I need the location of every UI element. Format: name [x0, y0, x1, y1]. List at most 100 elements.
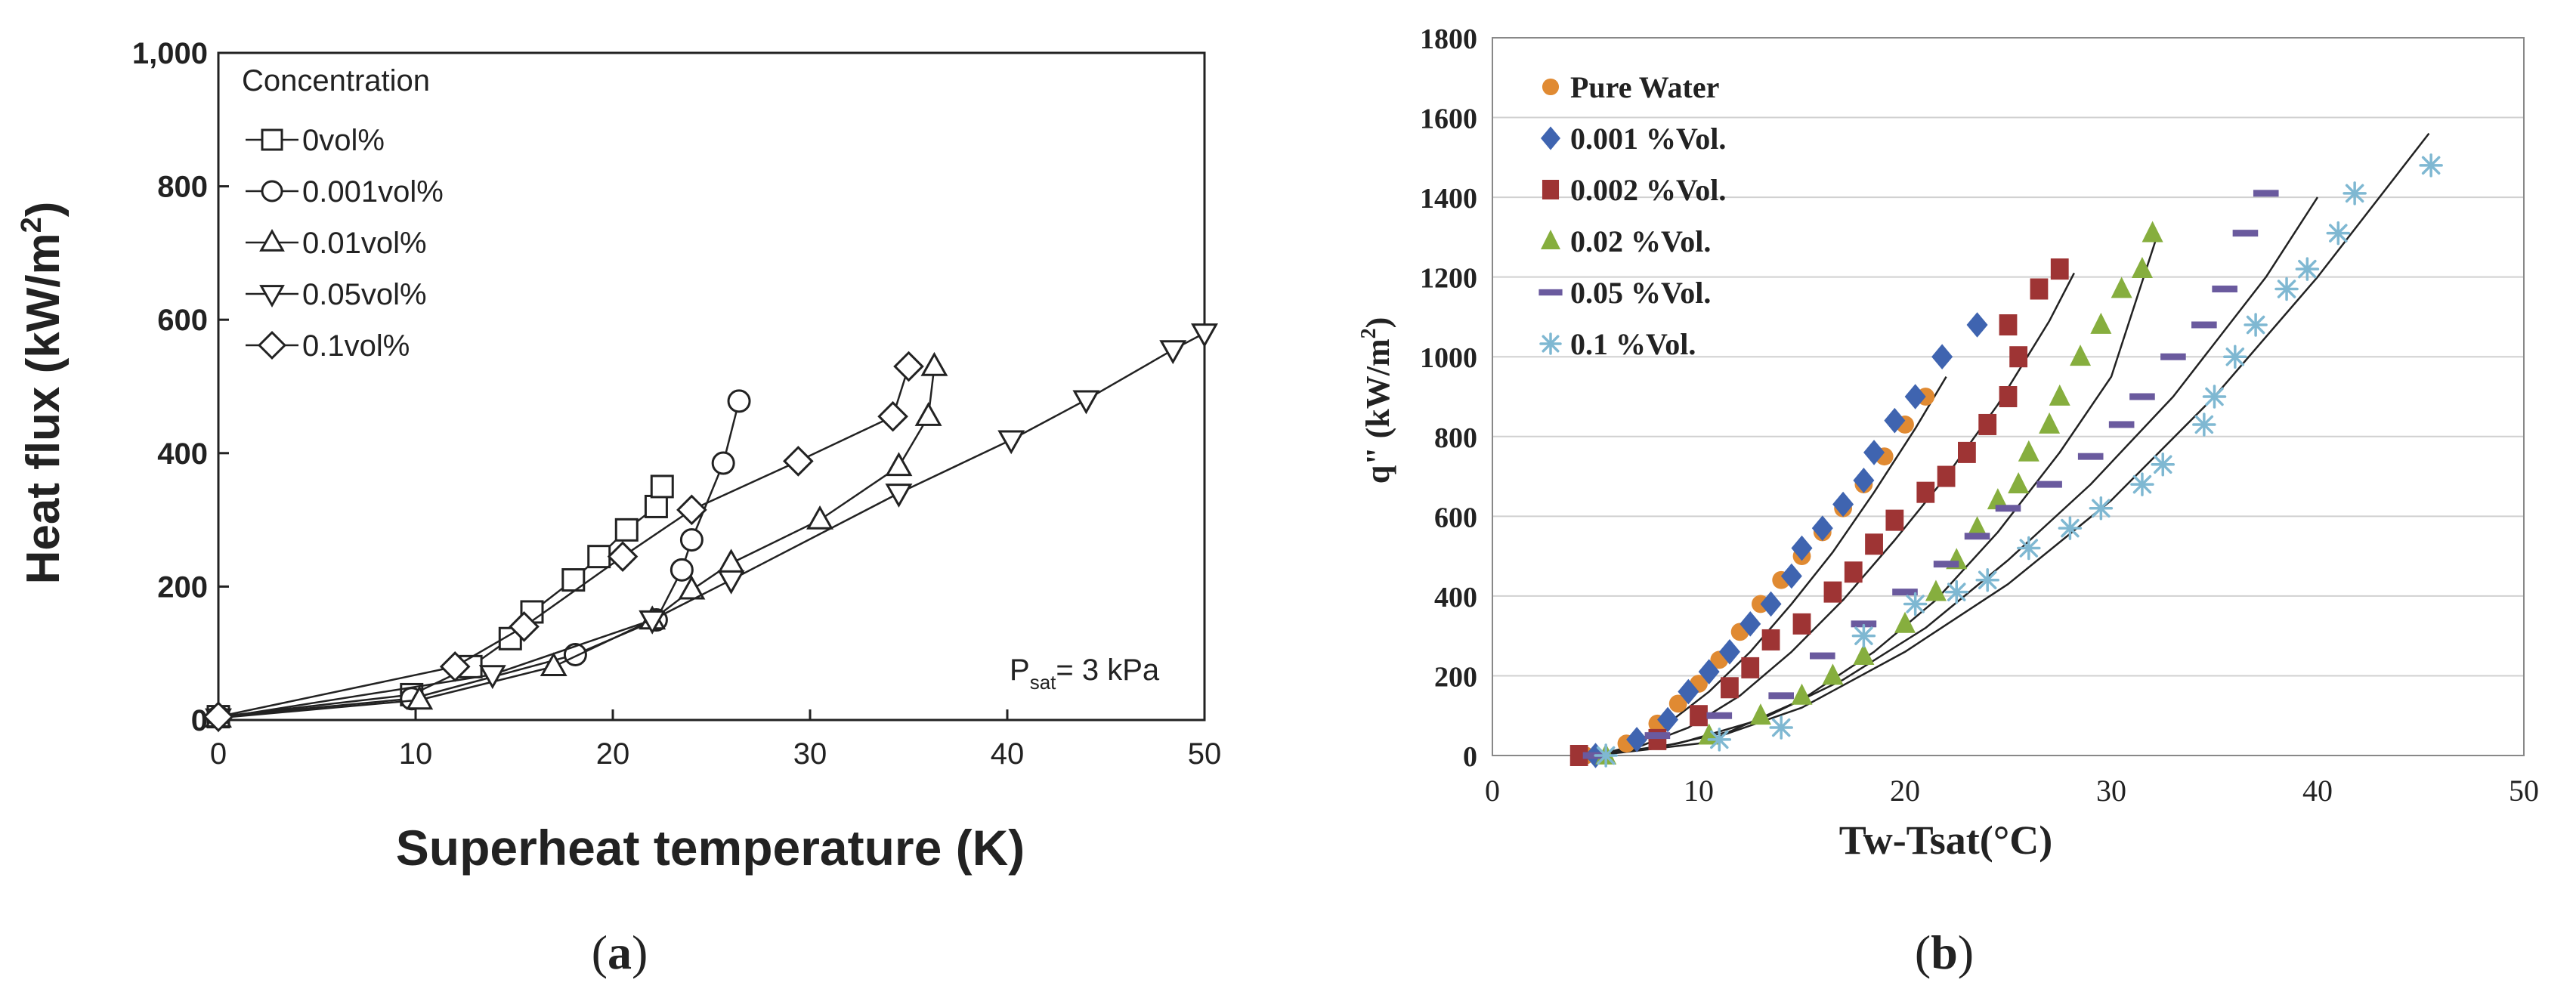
panel-b-point	[1791, 535, 1813, 561]
panel-b-series-pure-water	[1576, 388, 1935, 765]
panel-b-legend-label: 0.001 %Vol.	[1570, 122, 1726, 156]
panel-b-legend-label: 0.002 %Vol.	[1570, 173, 1726, 207]
panel-a-point	[587, 545, 611, 569]
panel-a-point	[678, 575, 706, 600]
panel-b-ytick-label: 400	[1434, 582, 1477, 613]
panel-a-point	[893, 351, 924, 382]
panel-b-point	[2070, 345, 2092, 366]
panel-b-point	[2142, 221, 2163, 243]
panel-b-point	[2009, 346, 2028, 368]
panel-a-ytick-label: 200	[157, 570, 208, 604]
panel-a-point	[783, 446, 814, 477]
panel-b-point	[1931, 344, 1953, 370]
panel-a-point	[639, 610, 666, 635]
panel-b-point	[2232, 230, 2259, 237]
panel-a-point	[561, 568, 586, 592]
panel-b-point	[2111, 277, 2132, 298]
panel-a-point	[717, 570, 745, 595]
panel-b-point	[1851, 623, 1876, 648]
panel-b-point	[1944, 579, 1968, 604]
panel-b-point	[1966, 516, 1988, 538]
panel-b-point	[1832, 491, 1854, 518]
panel-a-xtick-label: 0	[210, 737, 227, 771]
panel-a-series-0-05vol-	[205, 323, 1218, 733]
panel-b-xlabel: Tw-Tsat(°C)	[1839, 817, 2053, 863]
panel-a-point	[203, 701, 234, 732]
panel-a-legend-label: 0.1vol%	[302, 329, 410, 363]
panel-b: 0 10 20 30 40 50 0 200 400 600 800 1000 1200 1400 1600…	[1357, 23, 2539, 863]
panel-b-point	[1884, 407, 1906, 434]
panel-a-legend: Concentration 0vol% 0.001vol% 0.01vol% 0.05…	[242, 64, 444, 363]
panel-b-point	[1999, 314, 2018, 335]
panel-a-point	[644, 494, 668, 518]
panel-a-point	[563, 642, 587, 666]
panel-a-series-line	[218, 366, 910, 718]
panel-b-legend-marker	[1539, 332, 1562, 355]
panel-b-point	[1668, 694, 1687, 713]
panel-b-point	[2223, 345, 2247, 369]
panel-b-point	[1749, 703, 1771, 725]
panel-b-point	[2212, 286, 2237, 292]
panel-a-point	[509, 611, 540, 642]
panel-b-point	[2108, 421, 2135, 428]
panel-b-ytick-label: 1000	[1420, 342, 1477, 374]
panel-b-point	[1904, 384, 1926, 409]
panel-b-point	[1678, 678, 1699, 705]
panel-b-point	[2131, 257, 2153, 279]
panel-b-fit-curve	[1595, 272, 2075, 757]
panel-a-legend-marker	[259, 285, 285, 308]
panel-b-point	[1933, 561, 1959, 568]
panel-b-point	[2129, 393, 2155, 400]
panel-b-point	[2039, 412, 2061, 434]
panel-a-point	[439, 651, 471, 682]
panel-a-point	[406, 685, 434, 710]
panel-b-point	[1903, 592, 1928, 616]
panel-b-point	[1769, 715, 1793, 740]
panel-b-point	[1853, 468, 1875, 493]
panel-b-point	[2343, 181, 2367, 205]
panel-b-point	[2058, 516, 2083, 540]
panel-a-point	[885, 484, 913, 508]
panel-b-point	[1822, 663, 1844, 685]
panel-b-series-0-002-vol	[1569, 258, 2069, 766]
panel-a-ytick-label: 400	[157, 437, 208, 471]
caption-b: (b)	[1915, 925, 1974, 979]
panel-b-point	[2036, 481, 2062, 488]
panel-b-point	[2030, 278, 2049, 300]
panel-a-series-line	[218, 400, 741, 718]
panel-a-ylabel: Heat flux (kW/m2)	[16, 202, 70, 585]
panel-b-point	[2202, 385, 2227, 409]
panel-b-point	[1594, 743, 1618, 768]
panel-b-legend-marker	[1542, 180, 1560, 199]
panel-a-point	[607, 541, 639, 572]
panel-a-plot-frame	[217, 51, 1206, 722]
panel-a-legend-label: 0.05vol%	[302, 278, 427, 311]
panel-b-ylabel: q" (kW/m2)	[1357, 317, 1396, 484]
panel-b-point	[1648, 728, 1667, 750]
panel-b-point	[2326, 221, 2351, 246]
panel-a-point	[1191, 323, 1218, 348]
panel-b-point	[1706, 712, 1733, 719]
panel-b-xtick-label: 10	[1684, 774, 1714, 808]
panel-b-point	[2077, 453, 2104, 460]
panel-a-legend-label: 0.001vol%	[302, 175, 444, 209]
panel-b-legend: Pure Water 0.001 %Vol. 0.002 %Vol. 0.02 %Vo…	[1538, 70, 1726, 361]
panel-b-point	[2151, 452, 2175, 477]
panel-b-point	[1569, 745, 1588, 766]
panel-a-point	[997, 430, 1025, 455]
panel-a-series-0-1vol-	[203, 351, 924, 732]
panel-a-annotation-psat: Psat= 3 kPa	[1010, 654, 1160, 694]
panel-b-point	[2160, 353, 2186, 360]
panel-a-legend-marker	[259, 228, 285, 252]
panel-b-point	[1995, 505, 2021, 512]
panel-b-point	[2050, 258, 2069, 280]
panel-a-point	[614, 518, 639, 542]
panel-a-series-0vol-	[206, 474, 674, 729]
panel-b-point	[2017, 536, 2041, 561]
panel-b-fit-curve	[1595, 236, 2158, 757]
panel-a-point	[711, 451, 735, 475]
panel-a-point	[914, 402, 942, 426]
panel-b-point	[2049, 384, 2070, 406]
panel-b-point	[1718, 638, 1740, 665]
